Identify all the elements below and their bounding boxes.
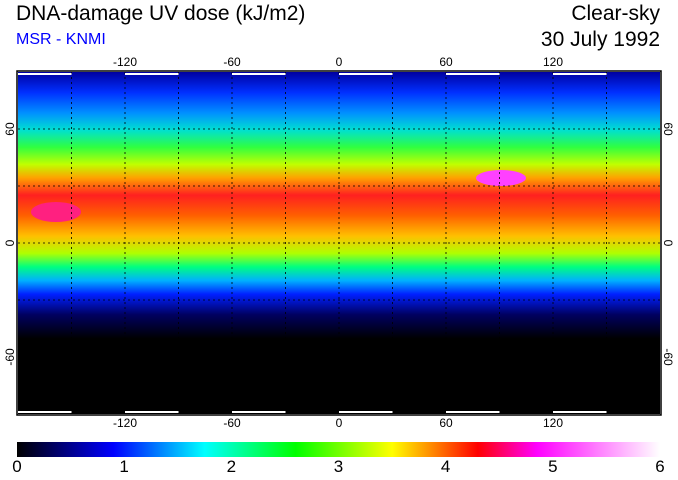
lon-tick-bottom: -120: [112, 416, 138, 430]
lon-tick-bottom: 60: [439, 416, 453, 430]
lat-tick-right: -60: [661, 348, 675, 366]
frame-tick-bar: [18, 73, 72, 75]
high-uv-tibet: [476, 170, 526, 186]
lon-tick-top: 120: [542, 55, 564, 69]
lat-tick-right: 60: [661, 122, 675, 136]
sky-condition-label: Clear-sky: [571, 2, 660, 25]
high-uv-pacific: [31, 202, 81, 222]
credit-label: MSR - KNMI: [16, 31, 106, 48]
colorbar-tick-label: 1: [119, 457, 129, 476]
frame-tick-bar: [18, 411, 72, 413]
graticule: [18, 72, 660, 414]
lon-tick-bottom: 0: [335, 416, 343, 430]
colorbar-tick-label: 4: [440, 457, 451, 476]
frame-tick-bar: [339, 411, 393, 413]
frame-tick-bar: [125, 411, 179, 413]
colorbar-tick-label: 3: [333, 457, 344, 476]
lat-tick-left: -60: [3, 348, 17, 366]
lat-tick-right: 0: [661, 239, 675, 247]
lat-tick-left: 0: [3, 239, 17, 247]
frame-tick-bar: [446, 411, 500, 413]
map-title: DNA-damage UV dose (kJ/m2): [16, 2, 306, 25]
lat-tick-left: 60: [3, 122, 17, 136]
lon-tick-top: 60: [439, 55, 453, 69]
colorbar-tick-label: 2: [226, 457, 237, 476]
colorbar-tick-label: 5: [548, 457, 558, 476]
lon-tick-top: -60: [223, 55, 241, 69]
frame-tick-bar: [446, 73, 500, 75]
frame-tick-bar: [125, 73, 179, 75]
lon-tick-bottom: 120: [542, 416, 564, 430]
map-frame: [16, 70, 662, 416]
lon-tick-top: 0: [335, 55, 343, 69]
frame-tick-bar: [553, 411, 607, 413]
frame-ticks: [18, 73, 607, 413]
date-label: 30 July 1992: [540, 28, 660, 51]
frame-tick-bar: [232, 73, 286, 75]
lon-tick-bottom: -60: [223, 416, 241, 430]
uv-dose-map: [16, 70, 662, 416]
frame-tick-bar: [339, 73, 393, 75]
frame-tick-bar: [553, 73, 607, 75]
colorbar: [17, 442, 660, 457]
lon-tick-top: -120: [112, 55, 138, 69]
colorbar-tick-label: 0: [12, 457, 22, 476]
colorbar-tick-label: 6: [655, 457, 665, 476]
frame-tick-bar: [232, 411, 286, 413]
